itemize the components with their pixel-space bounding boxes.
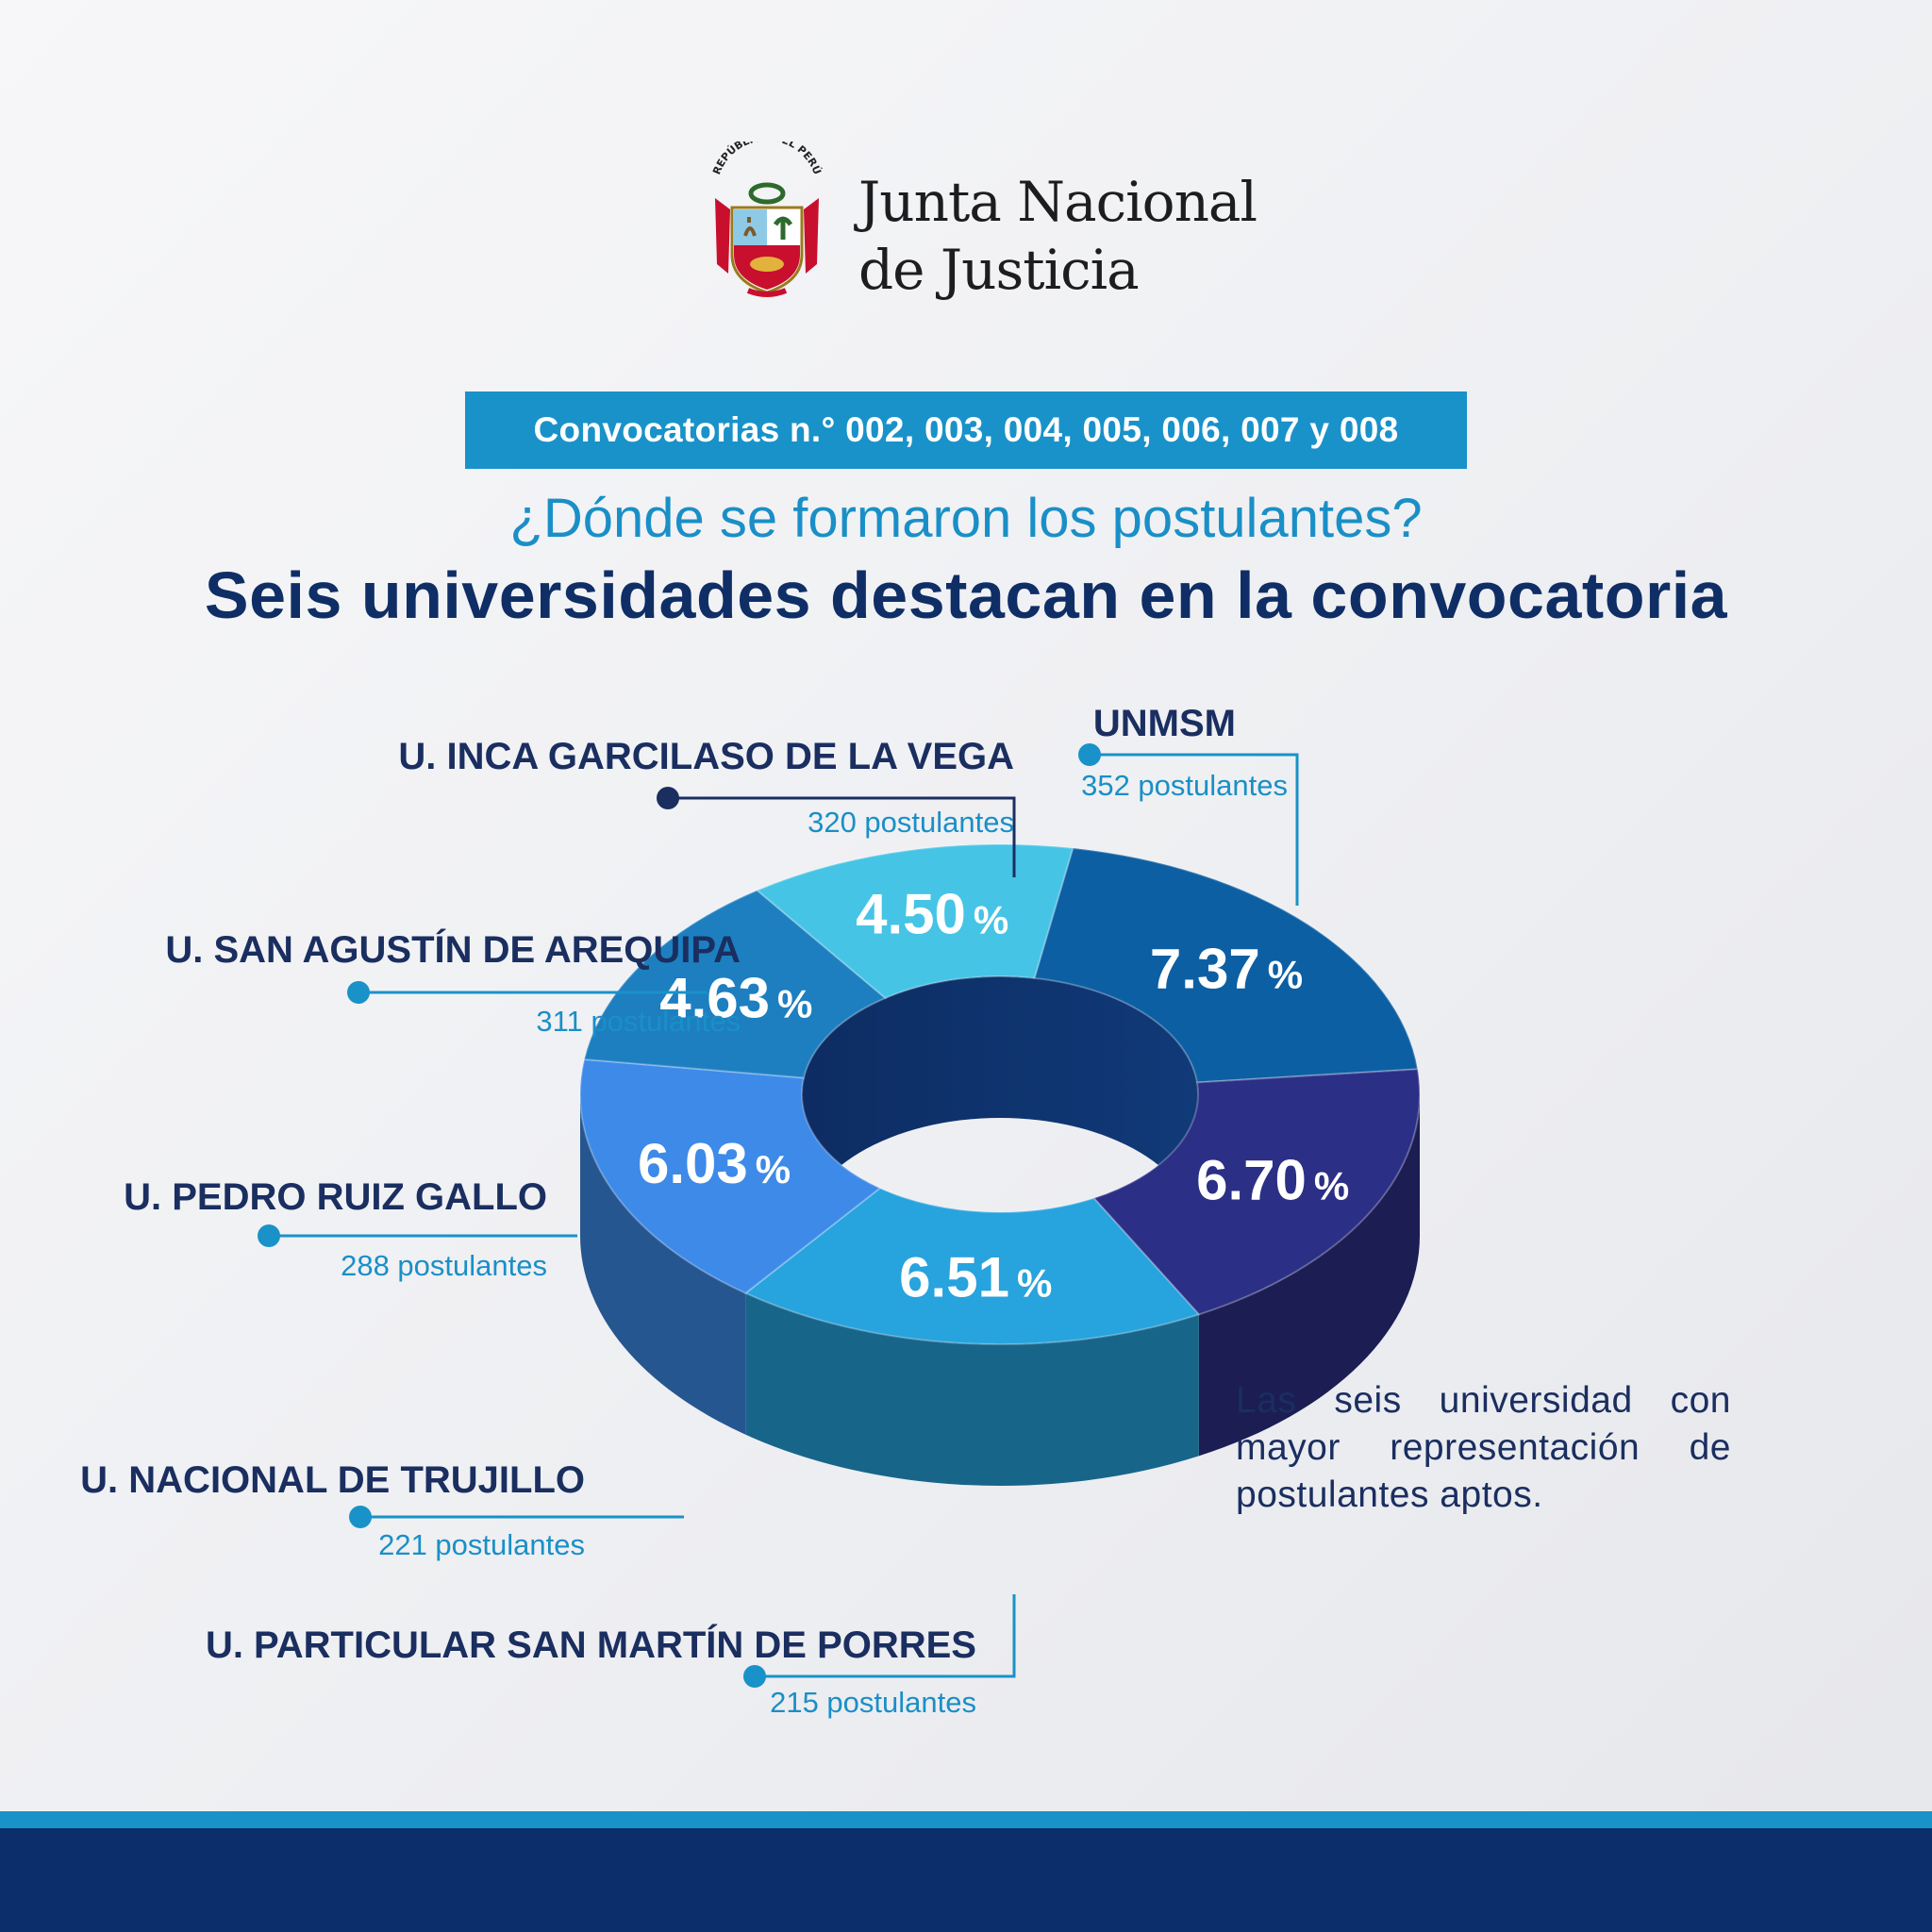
university-label: U. SAN AGUSTÍN DE AREQUIPA [165,928,741,971]
percent-unit: % [756,1147,791,1191]
university-label: U. PARTICULAR SAN MARTÍN DE PORRES [206,1624,976,1666]
postulantes-count-label: 288 postulantes [341,1249,547,1282]
callout-dot [1078,743,1101,766]
slice-side-wall [1198,1094,1420,1457]
convocatorias-banner: Convocatorias n.° 002, 003, 004, 005, 00… [465,391,1467,469]
org-name: Junta Nacional de Justicia [858,168,1257,304]
slice-side-wall [745,1292,1199,1486]
percent-unit: % [777,982,812,1026]
peru-coat-of-arms-emblem: REPÚBLICA DEL PERÚ [710,142,824,297]
postulantes-count-label: 352 postulantes [1081,769,1288,802]
percent-unit: % [974,898,1008,942]
callout-dot [258,1224,280,1247]
university-label: U. PEDRO RUIZ GALLO [124,1176,547,1218]
slice-top [743,1187,1201,1345]
percent-unit: % [1268,952,1303,996]
percent-unit: % [1017,1260,1052,1305]
postulantes-count-label: 311 postulantes [536,1005,741,1038]
callout-dot [349,1506,372,1528]
percent-unit: % [1314,1163,1349,1208]
callout-dot [743,1665,766,1688]
callouts: UNMSM 352 postulantes U. INCA GARCILASO DE… [80,703,1299,1719]
callout-dot [657,787,679,809]
slice-top [755,843,1074,1000]
donut-slices: 7.37 %6.70 %6.51 %6.03 %4.63 %4.50% [579,843,1421,1345]
slice-top [1033,846,1419,1084]
university-label: U. INCA GARCILASO DE LA VEGA [398,736,1014,777]
org-name-line2: de Justicia [858,238,1140,302]
callout-line [755,1594,1016,1678]
banner-text: Convocatorias n.° 002, 003, 004, 005, 00… [533,410,1399,449]
callout-line [668,796,1016,877]
postulantes-count-label: 215 postulantes [770,1686,976,1719]
slice-side-wall [580,1094,746,1435]
org-name-line1: Junta Nacional [858,170,1257,234]
slice-top [579,1058,882,1294]
postulantes-count-label: 320 postulantes [808,806,1014,839]
footer-stripe-light [0,1811,1932,1828]
university-label: U. NACIONAL DE TRUJILLO [80,1459,585,1501]
callout-line [1090,753,1299,906]
callout-dot [347,981,370,1004]
donut-side-walls [580,976,1420,1486]
question-subtitle: ¿Dónde se formaron los postulantes? [509,488,1423,549]
slice-top [583,889,888,1079]
footer-band [0,1828,1932,1932]
slice-top [1091,1068,1421,1316]
headline-title: Seis universidades destacan en la convoc… [204,558,1728,632]
note-text: Las seis universidad con mayor represent… [1236,1380,1731,1515]
postulantes-count-label: 221 postulantes [378,1528,585,1561]
university-label: UNMSM [1093,703,1236,744]
donut-hole-wall [802,976,1198,1236]
